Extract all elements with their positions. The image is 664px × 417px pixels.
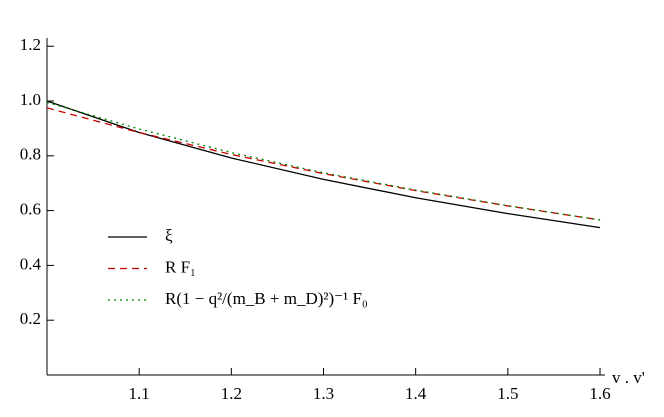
x-axis-label: v . v' — [612, 368, 645, 387]
legend-label: ξ — [165, 226, 173, 245]
x-tick-label: 1.6 — [589, 384, 610, 403]
legend-label: R F₁ — [165, 257, 196, 276]
x-tick-label: 1.2 — [221, 384, 242, 403]
y-tick-label: 0.8 — [20, 145, 41, 164]
y-tick-label: 1.2 — [20, 35, 41, 54]
y-tick-label: 1.0 — [20, 90, 41, 109]
x-tick-label: 1.3 — [313, 384, 334, 403]
y-tick-label: 0.2 — [20, 309, 41, 328]
x-tick-label: 1.5 — [497, 384, 518, 403]
y-tick-label: 0.6 — [20, 200, 41, 219]
series-line — [46, 100, 601, 229]
series-line — [46, 101, 601, 221]
x-tick-label: 1.4 — [405, 384, 427, 403]
y-tick-label: 0.4 — [20, 254, 42, 273]
legend-label: R(1 − q²/(m_B + m_D)²)⁻¹ F₀ — [165, 289, 368, 308]
x-tick-label: 1.1 — [129, 384, 150, 403]
series-line — [46, 107, 601, 221]
